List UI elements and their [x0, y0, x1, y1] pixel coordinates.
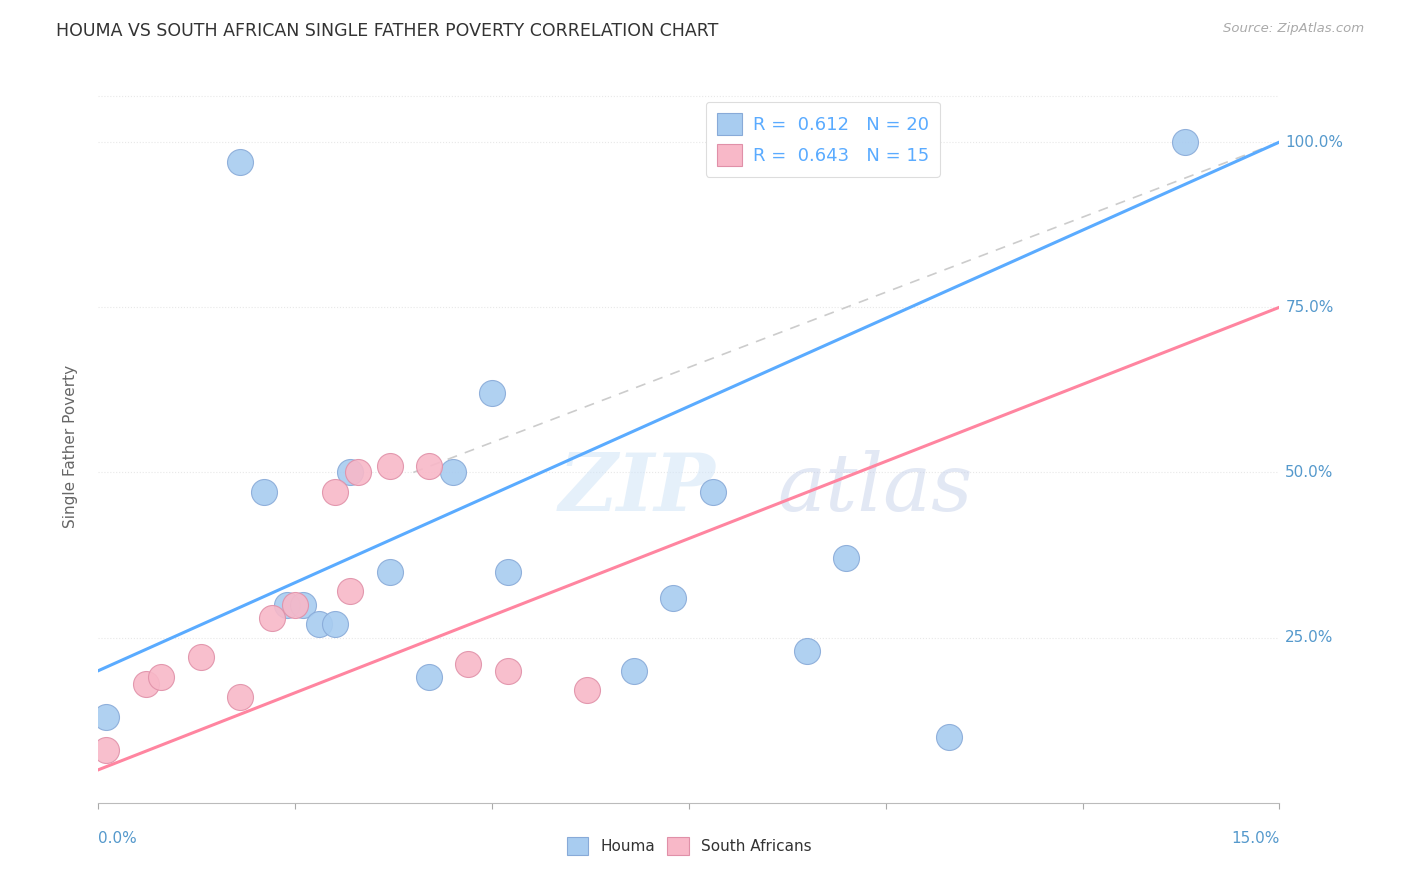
Point [496, 565, 519, 579]
Point [418, 458, 440, 473]
Point [284, 598, 307, 612]
Point [378, 565, 401, 579]
Point [260, 611, 283, 625]
Point [96, 743, 118, 757]
Point [441, 466, 464, 480]
Point [323, 485, 346, 500]
Text: 15.0%: 15.0% [1232, 831, 1279, 847]
Legend: Houma, South Africans: Houma, South Africans [560, 829, 818, 863]
Point [292, 598, 315, 612]
Point [135, 677, 157, 691]
Point [229, 154, 252, 169]
Point [481, 386, 503, 401]
Point [702, 485, 724, 500]
Point [378, 458, 401, 473]
Point [662, 591, 685, 605]
Point [835, 551, 858, 566]
Text: 0.0%: 0.0% [98, 831, 138, 847]
Text: Source: ZipAtlas.com: Source: ZipAtlas.com [1223, 22, 1364, 36]
Point [276, 598, 298, 612]
Text: atlas: atlas [778, 450, 973, 527]
Text: 25.0%: 25.0% [1285, 630, 1334, 645]
Point [575, 683, 598, 698]
Text: 75.0%: 75.0% [1285, 300, 1334, 315]
Text: 100.0%: 100.0% [1285, 135, 1343, 150]
Point [323, 617, 346, 632]
Point [308, 617, 330, 632]
Text: HOUMA VS SOUTH AFRICAN SINGLE FATHER POVERTY CORRELATION CHART: HOUMA VS SOUTH AFRICAN SINGLE FATHER POV… [56, 22, 718, 40]
Point [190, 650, 212, 665]
Point [347, 466, 370, 480]
Point [796, 644, 818, 658]
Point [339, 584, 361, 599]
Y-axis label: Single Father Poverty: Single Father Poverty [63, 365, 77, 527]
Point [150, 670, 173, 684]
Point [253, 485, 276, 500]
Point [339, 466, 361, 480]
Point [623, 664, 645, 678]
Point [1174, 135, 1197, 149]
Point [457, 657, 479, 671]
Point [938, 730, 960, 744]
Point [418, 670, 440, 684]
Text: 50.0%: 50.0% [1285, 465, 1334, 480]
Point [96, 710, 118, 724]
Text: ZIP: ZIP [560, 450, 716, 527]
Point [229, 690, 252, 704]
Point [496, 664, 519, 678]
